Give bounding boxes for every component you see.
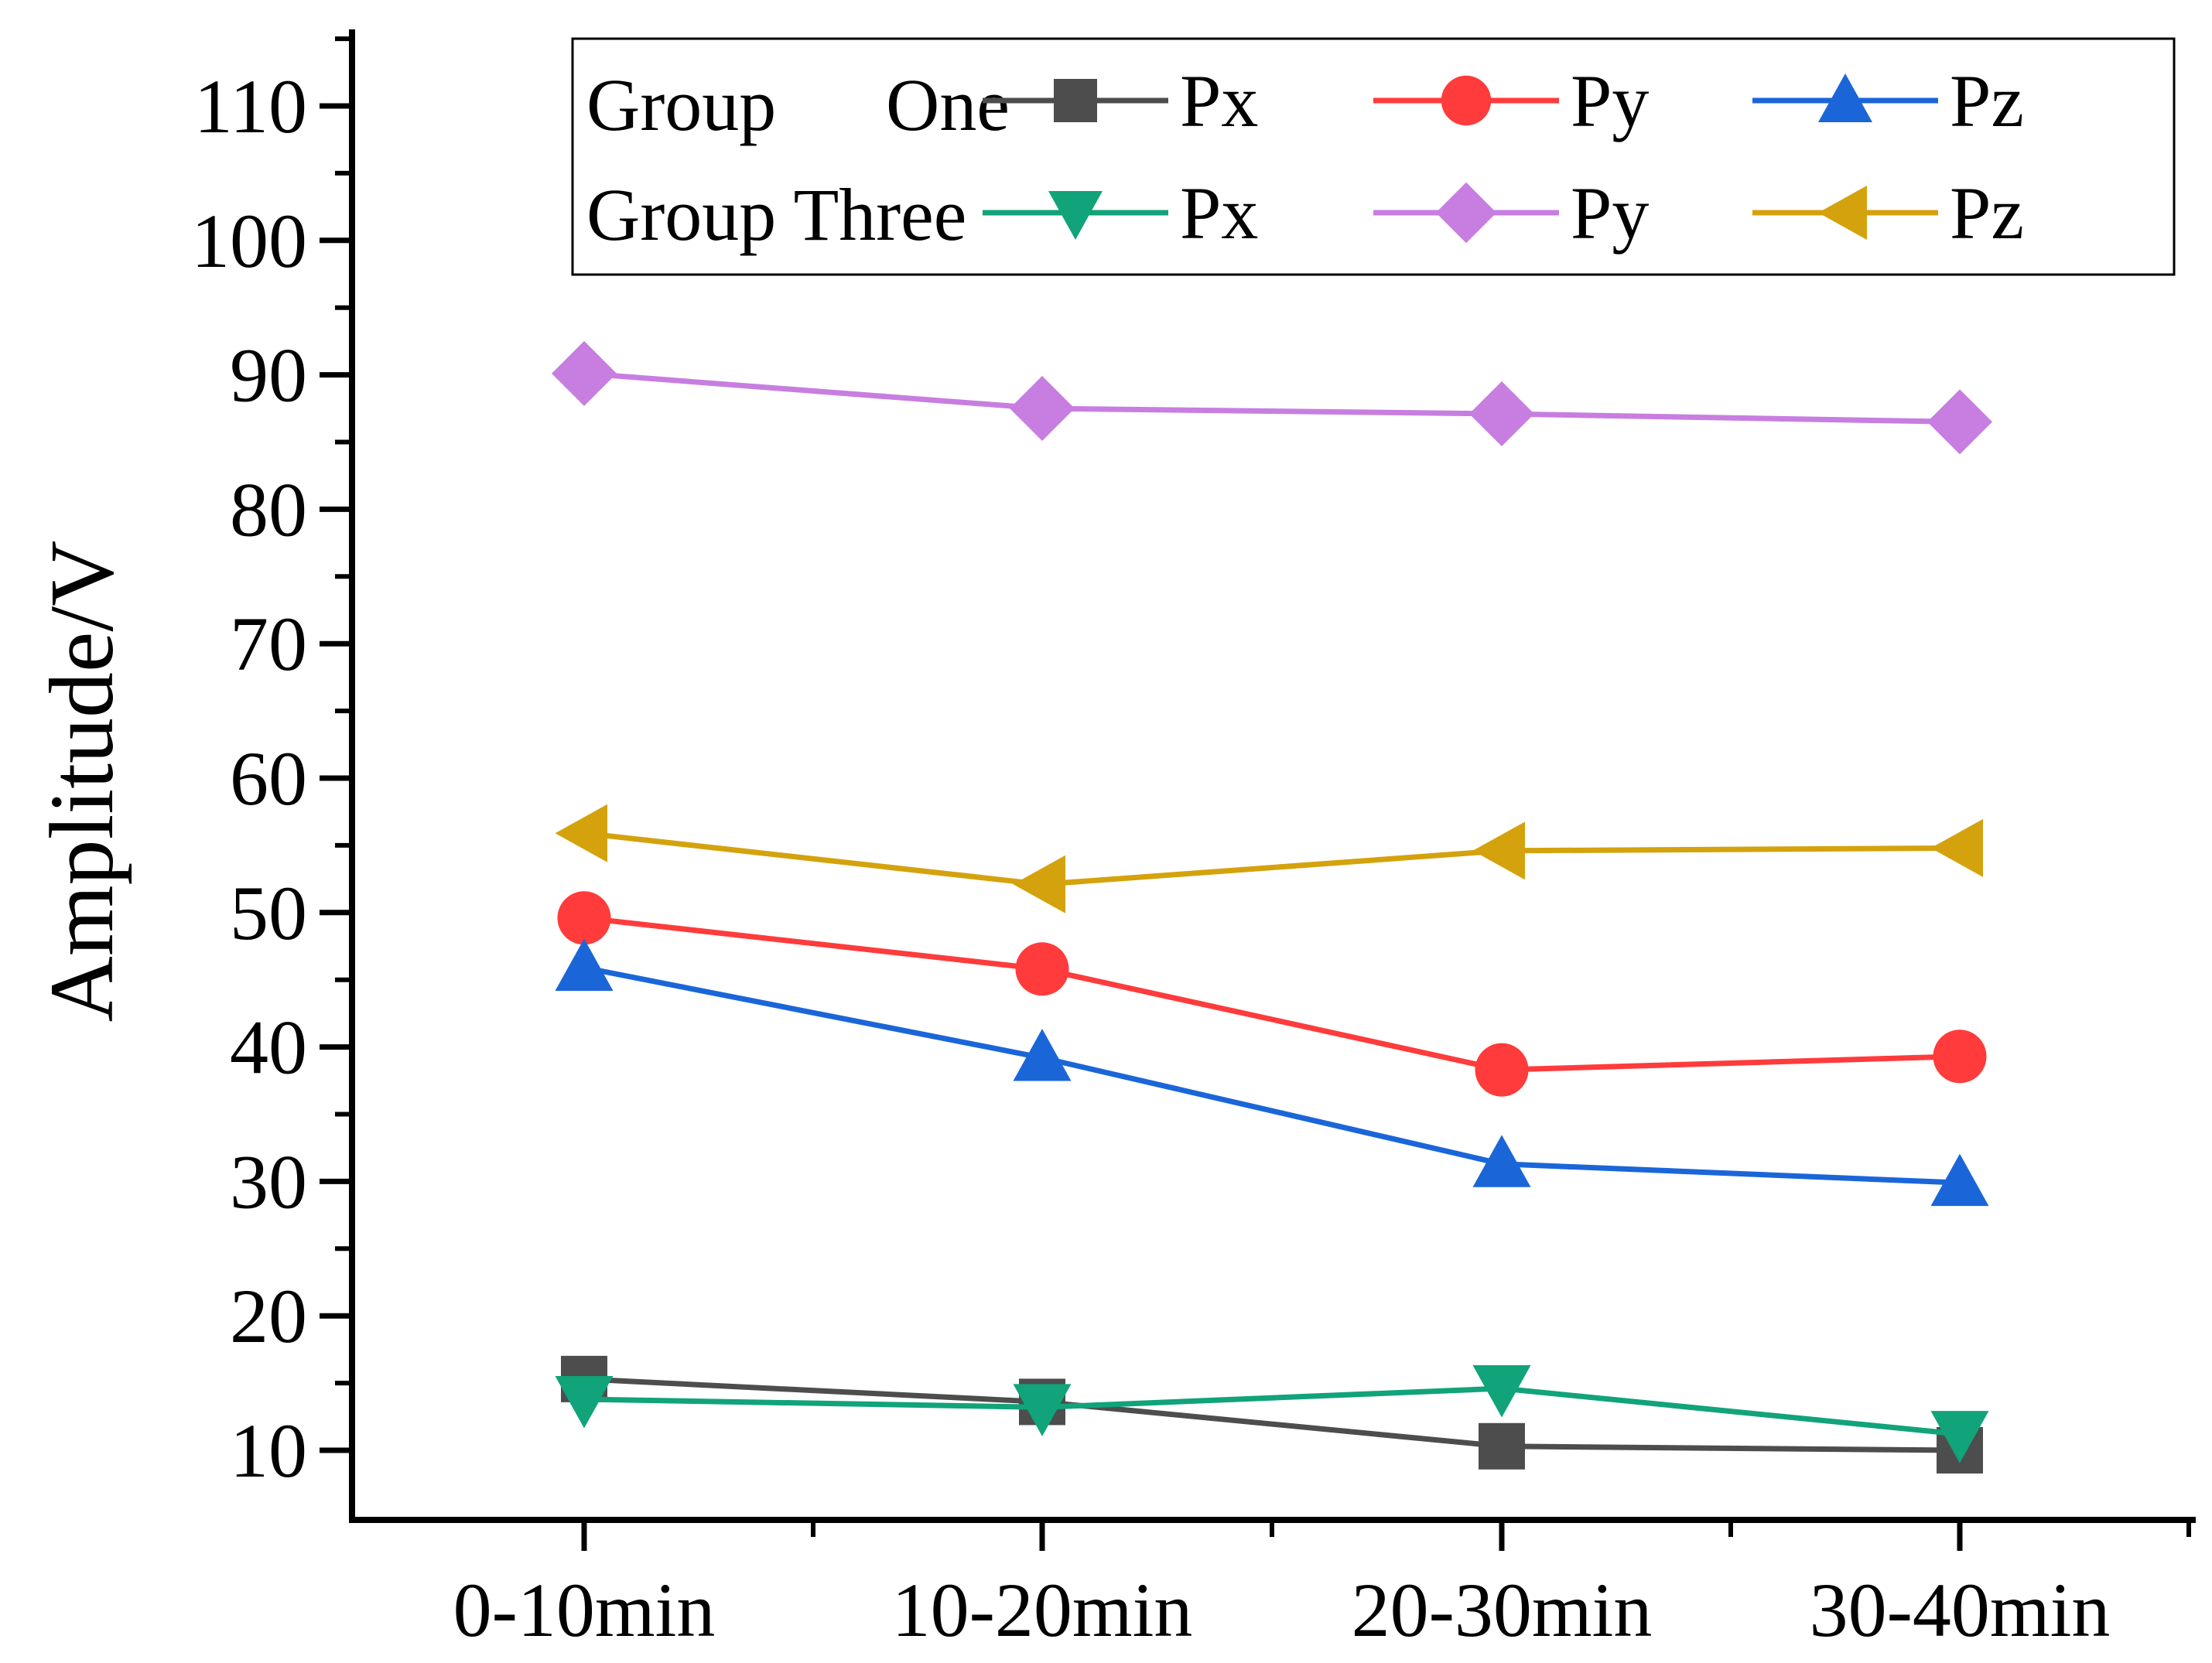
legend: Group One Group Three Px Py Pz Px Py Pz (571, 37, 2176, 276)
series-line-group-one-px (583, 1376, 1961, 1453)
data-point-group-one-py (557, 891, 611, 945)
data-point-group-three-pz (1013, 855, 1065, 913)
data-point-group-one-py (1015, 942, 1069, 996)
data-point-group-three-px (1013, 1384, 1072, 1436)
y-tick-label: 40 (230, 1005, 307, 1091)
legend-label-group-one-pz: Pz (1950, 60, 2024, 142)
series-line-group-one-pz (583, 965, 1961, 1186)
data-point-group-three-pz (1930, 818, 1983, 877)
legend-label-group-one-py: Py (1571, 60, 1649, 142)
legend-group-three-label: Group Three (586, 173, 966, 256)
x-tick-label: 30-40min (1810, 1567, 2111, 1653)
y-tick-label: 110 (194, 63, 307, 149)
y-tick-label: 30 (230, 1139, 307, 1224)
data-point-group-one-py (1933, 1030, 1987, 1084)
data-point-group-three-pz (555, 804, 607, 862)
data-point-group-three-px (1472, 1365, 1531, 1418)
y-tick-label: 60 (230, 736, 307, 821)
data-point-group-one-pz (555, 938, 614, 992)
legend-entries: Px Py Pz Px Py Pz (983, 60, 2024, 254)
data-point-group-three-py (1927, 389, 1992, 455)
x-tick-label: 0-10min (453, 1567, 716, 1653)
y-axis-title: Amplitude/V (31, 541, 132, 1023)
axes: 10 20 30 40 50 60 70 80 90 100 110 0-10min 10-20min 2… (191, 29, 2196, 1653)
data-point-group-one-pz (1013, 1029, 1072, 1081)
data-point-group-three-px (1930, 1411, 1989, 1463)
legend-label-group-three-px: Px (1180, 172, 1258, 254)
series-line-group-three-px (583, 1385, 1961, 1437)
legend-group-one-word-2: One (886, 63, 1010, 146)
legend-marker-group-three-pz (1818, 186, 1867, 240)
legend-label-group-one-px: Px (1180, 60, 1258, 142)
data-point-group-three-pz (1472, 821, 1525, 880)
y-tick-label: 80 (230, 466, 307, 552)
plot-marks (552, 340, 1992, 1473)
x-tick-label: 20-30min (1352, 1567, 1653, 1653)
legend-marker-group-three-px (1048, 191, 1103, 240)
y-tick-label: 100 (191, 198, 307, 284)
data-point-group-three-px (555, 1375, 614, 1429)
series-line-group-three-pz (583, 830, 1961, 887)
x-tick-label: 10-20min (892, 1567, 1193, 1653)
legend-group-one-word-1: Group (586, 63, 776, 146)
data-point-group-one-pz (1930, 1153, 1989, 1207)
legend-label-group-three-py: Py (1571, 172, 1649, 254)
series-line-group-three-py (583, 371, 1961, 425)
legend-label-group-three-pz: Pz (1950, 172, 2024, 254)
data-point-group-three-py (1010, 376, 1075, 442)
y-tick-label: 10 (230, 1408, 307, 1494)
data-point-group-one-pz (1472, 1135, 1531, 1187)
legend-marker-group-one-py (1441, 75, 1492, 126)
series-line-group-one-py (583, 915, 1961, 1073)
data-point-group-three-py (1469, 381, 1534, 447)
legend-marker-group-one-px (1054, 79, 1097, 122)
legend-box (571, 37, 2176, 276)
data-point-group-one-py (1475, 1043, 1529, 1097)
legend-marker-group-three-py (1435, 182, 1497, 244)
y-tick-label: 50 (230, 870, 307, 956)
y-tick-label: 20 (230, 1273, 307, 1359)
y-tick-label: 90 (230, 333, 307, 418)
legend-marker-group-one-pz (1818, 73, 1872, 122)
data-point-group-one-px (1479, 1422, 1525, 1470)
data-point-group-three-py (552, 340, 617, 406)
y-tick-label: 70 (230, 601, 307, 687)
